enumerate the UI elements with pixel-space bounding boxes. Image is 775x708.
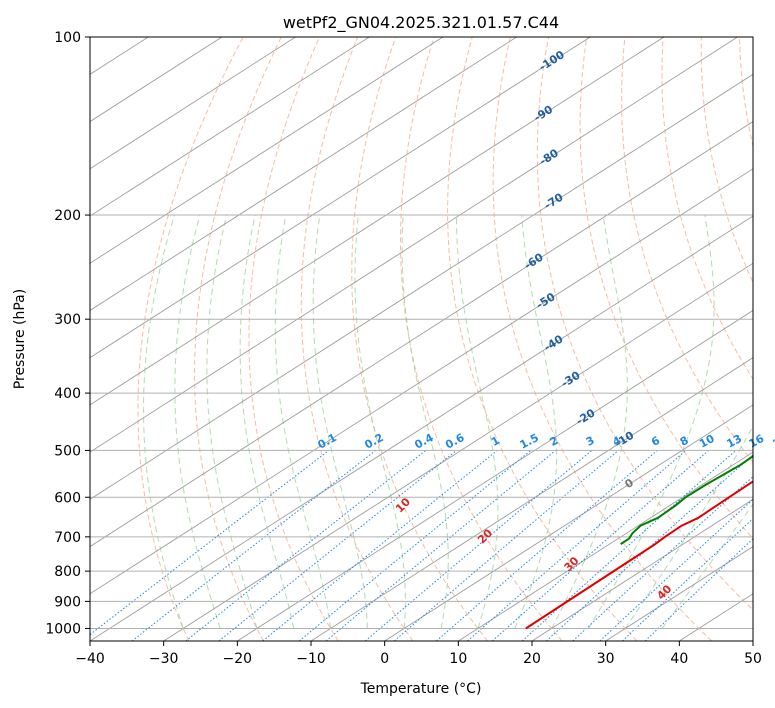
x-tick-label: 20 [523,651,541,667]
isotherm-line [90,168,753,595]
isotherm-line [90,121,753,548]
isotherm-line [90,37,591,359]
dry-adiabat-line [194,37,282,641]
y-tick-label: 900 [54,594,81,610]
mixing-ratio-line [218,450,457,641]
x-tick-label: 30 [597,651,615,667]
x-tick-label: 0 [380,651,389,667]
x-axis-label: Temperature (°C) [360,681,482,697]
x-tick-label: −40 [75,651,105,667]
isotherm-line [90,37,665,406]
dry-adiabat-line [579,37,753,540]
y-tick-label: 700 [54,530,81,546]
y-tick-label: 800 [54,564,81,580]
x-tick-label: −30 [149,651,179,667]
y-tick-label: 400 [54,386,81,402]
x-tick-label: 10 [449,651,467,667]
plot-frame [89,36,754,642]
isotherm-line [384,404,753,641]
mixing-ratio-line [364,450,593,641]
temperature-line [525,480,753,630]
pressure-gridlines [90,37,753,629]
y-tick-label: 300 [54,312,81,328]
mixing-ratio-line [131,450,377,641]
profile-series [525,454,753,630]
moist-adiabat-line [624,425,753,629]
isotherm-line [237,309,753,641]
y-tick-label: 100 [54,30,81,46]
isotherm-line [90,37,517,311]
dry-adiabat-line [536,37,753,611]
dry-adiabat-line [137,37,244,641]
isotherm-line [310,357,753,641]
mixing-ratio-line [325,450,557,641]
isotherm-line [90,73,753,500]
dry-adiabat-line [661,37,753,381]
mixing-ratio-line [491,450,709,641]
mixing-ratio-line [644,538,753,641]
y-tick-label: 200 [54,208,81,224]
mixing-ratio-line [545,454,753,641]
x-tick-label: 40 [670,651,688,667]
x-tick-label: −20 [223,651,253,667]
x-tick-label: 50 [744,651,762,667]
dry-adiabat-line [248,37,339,641]
axes: −40 −30 −20 −10 0 10 20 30 40 50 100 200 300 400 500 60… [45,30,762,667]
mixing-ratio-label: 20 [771,432,775,451]
dry-adiabat-line [351,37,488,641]
isotherm-line [90,37,738,453]
y-tick-label: 500 [54,443,81,459]
mixing-ratio-line [521,450,737,641]
y-tick-label: 1000 [45,621,81,637]
dry-adiabat-line [700,37,753,284]
mixing-ratio-label: 16 [747,432,767,451]
y-tick-label: 600 [54,490,81,506]
mixing-ratio-label: 10 [697,432,717,451]
chart-title: wetPf2_GN04.2025.321.01.57.C44 [283,13,559,33]
mixing-ratio-line [393,450,619,641]
isotherm-line [531,498,753,641]
x-tick-label: −10 [296,651,326,667]
isotherm-line [90,37,370,217]
mixing-ratio-line [262,450,498,641]
isotherm-line [90,37,444,264]
dry-adiabat-line [447,37,638,641]
mixing-ratio-line [90,450,330,636]
isotherm-line [90,215,753,641]
dewpoint-line [620,454,753,545]
moist-adiabat-line [661,503,753,629]
plot-area [90,37,753,641]
isotherm-line [163,262,753,641]
isotherm-line [90,37,296,170]
dry-adiabat-line [300,37,414,641]
mixing-ratio-line [467,450,687,641]
dry-adiabat-line [400,37,563,641]
mixing-ratio-line [436,450,658,641]
mixing-ratio-label: 13 [724,432,744,451]
y-axis-label: Pressure (hPa) [12,289,28,389]
mixing-ratio-line [298,450,532,641]
isotherm-line [458,451,753,641]
